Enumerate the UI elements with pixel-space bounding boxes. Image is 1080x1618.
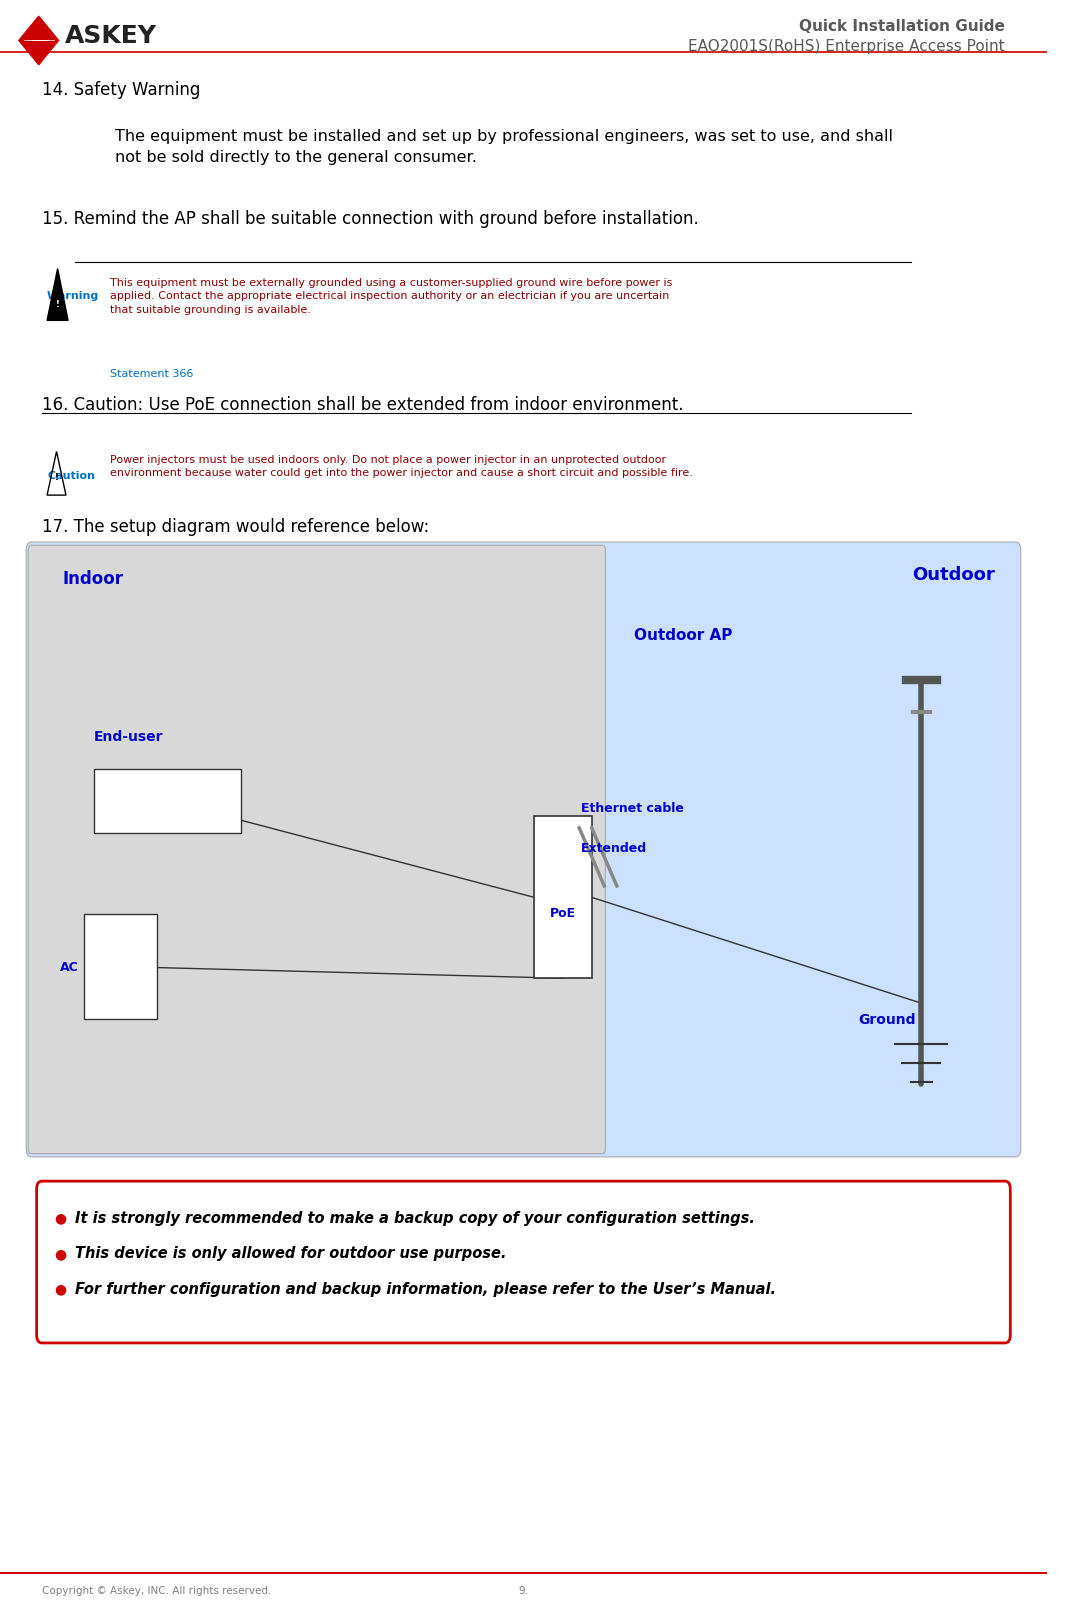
Text: Caution: Caution	[48, 471, 95, 481]
Bar	[84, 914, 157, 1019]
Text: 9.: 9.	[518, 1586, 528, 1595]
Text: ●: ●	[55, 1212, 67, 1225]
Bar	[94, 769, 241, 833]
Text: PoE: PoE	[550, 908, 576, 921]
Text: This device is only allowed for outdoor use purpose.: This device is only allowed for outdoor …	[76, 1246, 507, 1262]
Text: Power injectors must be used indoors only. Do not place a power injector in an u: Power injectors must be used indoors onl…	[110, 455, 692, 477]
Text: End-user: End-user	[94, 730, 164, 744]
Text: 17. The setup diagram would reference below:: 17. The setup diagram would reference be…	[42, 518, 429, 536]
Text: 14. Safety Warning: 14. Safety Warning	[42, 81, 200, 99]
Text: Quick Installation Guide: Quick Installation Guide	[799, 19, 1005, 34]
Text: EAO2001S(RoHS) Enterprise Access Point: EAO2001S(RoHS) Enterprise Access Point	[688, 39, 1005, 53]
Text: Outdoor AP: Outdoor AP	[634, 628, 732, 642]
Bar	[535, 817, 592, 979]
FancyBboxPatch shape	[26, 542, 1021, 1157]
Text: ASKEY: ASKEY	[65, 24, 157, 47]
Text: For further configuration and backup information, please refer to the User’s Man: For further configuration and backup inf…	[76, 1281, 777, 1298]
Text: This equipment must be externally grounded using a customer-supplied ground wire: This equipment must be externally ground…	[110, 278, 673, 314]
Text: Ground: Ground	[859, 1013, 916, 1027]
FancyBboxPatch shape	[37, 1181, 1010, 1343]
Text: Indoor: Indoor	[63, 570, 124, 587]
Text: Ethernet cable: Ethernet cable	[581, 803, 684, 815]
Text: ●: ●	[55, 1283, 67, 1296]
Text: !: !	[56, 299, 59, 309]
FancyBboxPatch shape	[28, 545, 605, 1154]
Text: 16. Caution: Use PoE connection shall be extended from indoor environment.: 16. Caution: Use PoE connection shall be…	[42, 396, 684, 414]
Text: Outdoor: Outdoor	[912, 566, 995, 584]
Text: Statement 366: Statement 366	[110, 369, 193, 379]
Text: It is strongly recommended to make a backup copy of your configuration settings.: It is strongly recommended to make a bac…	[76, 1210, 755, 1226]
Text: !: !	[55, 472, 58, 482]
Text: Extended: Extended	[581, 843, 647, 856]
Text: Warning: Warning	[48, 291, 99, 301]
Text: 15. Remind the AP shall be suitable connection with ground before installation.: 15. Remind the AP shall be suitable conn…	[42, 210, 699, 228]
Text: The equipment must be installed and set up by professional engineers, was set to: The equipment must be installed and set …	[116, 129, 893, 165]
Text: Copyright © Askey, INC. All rights reserved.: Copyright © Askey, INC. All rights reser…	[42, 1586, 271, 1595]
Text: AC: AC	[59, 961, 79, 974]
Polygon shape	[48, 269, 68, 320]
Text: ●: ●	[55, 1247, 67, 1260]
Polygon shape	[18, 16, 58, 65]
